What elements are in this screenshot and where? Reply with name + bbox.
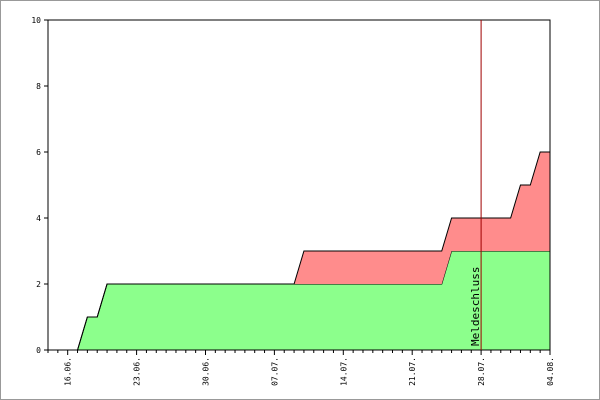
y-tick-label: 8	[36, 82, 41, 91]
x-tick-label: 04.08.	[546, 357, 555, 386]
x-tick-label: 23.06.	[133, 357, 142, 386]
area	[48, 152, 550, 350]
y-tick-label: 0	[36, 346, 41, 355]
area	[48, 251, 550, 350]
x-tick-label: 14.07.	[339, 357, 348, 386]
plot-border	[47, 19, 551, 351]
x-tick-label: 16.06.	[64, 357, 73, 386]
area-line	[48, 151, 550, 351]
x-tick-label: 21.07.	[408, 357, 417, 386]
x-tick-label: 28.07.	[477, 357, 486, 386]
x-tick-label: 30.06.	[201, 357, 210, 386]
y-tick-label: 6	[36, 148, 41, 157]
y-tick-label: 4	[36, 214, 41, 223]
y-tick-label: 10	[31, 16, 41, 25]
x-tick-label: 07.07.	[270, 357, 279, 386]
y-tick-label: 2	[36, 280, 41, 289]
marker-label: Meldeschluss	[469, 267, 482, 346]
